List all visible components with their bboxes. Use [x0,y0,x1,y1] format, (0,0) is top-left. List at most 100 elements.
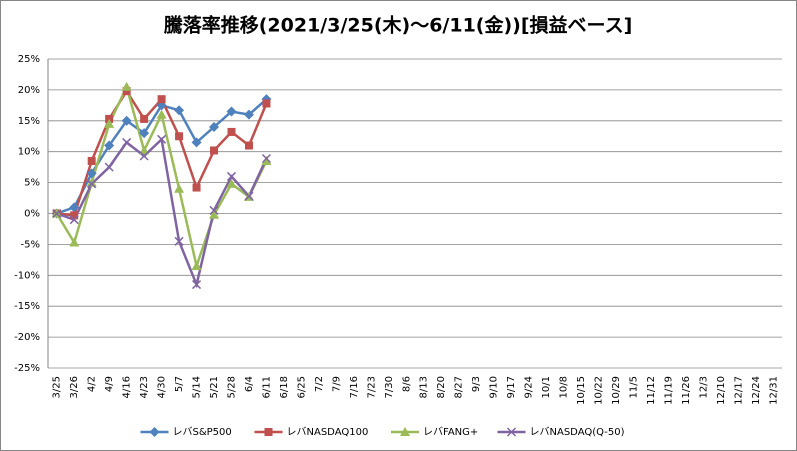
x-tick-label: 11/5 [628,376,639,398]
point-marker [175,132,184,141]
x-tick-label: 9/10 [489,376,500,398]
point-marker [122,87,131,96]
point-marker [191,261,202,271]
point-marker [69,202,80,213]
y-tick-label: 5% [24,178,40,189]
x-tick-label: 3/26 [69,376,80,398]
chart-title: 騰落率推移(2021/3/25(木)～6/11(金))[損益ベース] [163,14,633,37]
x-tick-label: 10/8 [559,376,570,398]
point-marker [244,191,254,201]
x-tick-label: 5/14 [192,376,203,398]
y-tick-label: 0% [24,209,40,220]
x-tick-label: 8/27 [454,376,465,398]
legend-marker [506,427,517,437]
point-marker [157,95,166,104]
x-tick-label: 7/30 [384,376,395,398]
x-tick-label: 8/13 [419,376,430,398]
x-tick-label: 4/16 [122,376,133,398]
point-marker [157,134,167,144]
x-tick-label: 4/23 [139,376,150,398]
point-marker [104,140,115,151]
point-marker [226,171,237,181]
y-tick-label: 25% [18,54,40,65]
x-tick-label: 12/10 [716,376,727,405]
x-tick-label: 12/31 [768,376,779,405]
point-marker [191,137,202,148]
point-marker [209,205,219,215]
x-tick-label: 5/21 [209,376,220,398]
point-marker [209,209,220,219]
x-tick-label: 7/2 [314,376,325,392]
point-marker [87,179,97,189]
point-marker [69,215,79,225]
point-marker [192,280,202,290]
point-marker [70,211,79,220]
point-marker [174,183,185,193]
point-marker [261,155,272,165]
x-tick-label: 5/28 [227,376,238,398]
legend-label: レバS&P500 [173,426,232,438]
x-tick-label: 10/15 [576,376,587,405]
x-tick-label: 8/20 [436,376,447,398]
x-tick-label: 6/11 [261,376,272,398]
y-tick-label: -25% [14,363,40,374]
x-tick-label: 11/12 [646,376,657,405]
point-marker [87,156,96,165]
x-tick-label: 8/6 [401,376,412,392]
x-tick-label: 10/29 [611,376,622,405]
point-marker [104,118,115,128]
point-marker [243,109,254,120]
legend-marker [400,427,410,436]
x-tick-label: 6/25 [296,376,307,398]
x-tick-label: 12/24 [751,376,762,405]
point-marker [174,236,184,246]
legend-label: レバFANG+ [423,426,478,438]
x-tick-label: 11/26 [681,376,692,405]
x-tick-label: 12/17 [733,376,744,405]
y-tick-label: -5% [21,239,40,250]
x-tick-label: 4/30 [157,376,168,398]
x-tick-label: 10/22 [594,376,605,405]
legend-marker [149,427,160,437]
x-tick-label: 3/25 [52,376,63,398]
y-tick-label: -15% [14,301,40,312]
x-tick-label: 4/2 [87,376,98,392]
x-tick-label: 9/3 [471,376,482,392]
point-marker [121,81,132,91]
point-marker [121,115,132,126]
x-tick-label: 12/3 [698,376,709,398]
y-tick-label: 15% [18,116,40,127]
point-marker [139,145,150,155]
x-tick-label: 7/16 [349,376,360,398]
point-marker [52,208,62,219]
point-marker [261,153,271,164]
x-tick-label: 5/7 [174,376,185,392]
legend-marker [264,428,273,436]
point-marker [122,137,132,147]
legend-label: レバNASDAQ(Q-50) [530,426,625,438]
point-marker [140,114,149,123]
point-marker [226,106,237,117]
point-marker [104,162,114,172]
point-marker [139,128,150,139]
x-tick-label: 9/24 [524,376,535,398]
x-tick-label: 10/1 [541,376,552,398]
point-marker [86,168,97,179]
point-marker [262,99,271,108]
point-marker [227,127,236,136]
y-tick-label: 10% [18,147,40,158]
x-tick-label: 4/9 [104,376,115,392]
x-tick-label: 11/19 [663,376,674,405]
x-tick-label: 6/4 [244,376,255,392]
x-tick-label: 7/9 [331,376,342,392]
point-marker [139,151,149,161]
point-marker [209,121,220,132]
y-tick-label: -10% [14,270,40,281]
legend-label: レバNASDAQ100 [287,426,369,438]
point-marker [244,141,253,150]
y-tick-label: 20% [18,85,40,96]
point-marker [210,146,219,155]
point-marker [192,183,201,192]
